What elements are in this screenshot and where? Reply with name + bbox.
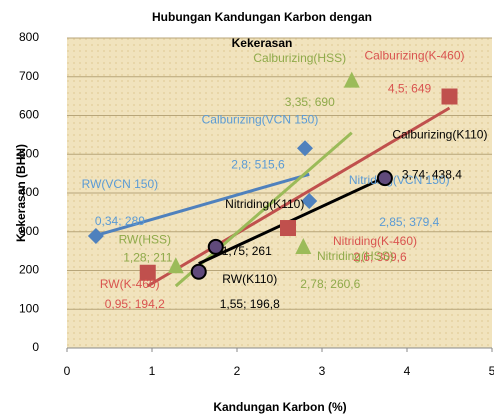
x-tick-label: 1 <box>149 364 156 378</box>
data-label: 3,35; 690 <box>285 95 335 109</box>
marker <box>280 220 296 237</box>
chart-title: Kekerasan <box>232 36 293 50</box>
x-axis-title: Kandungan Karbon (%) <box>213 400 346 414</box>
x-tick-label: 3 <box>319 364 326 378</box>
y-tick-label: 700 <box>19 69 39 83</box>
point-label: Nitriding(VCN 150) <box>349 173 450 187</box>
point-label: RW(HSS) <box>119 232 171 246</box>
y-axis-title: Kekerasan (BHN) <box>14 144 28 242</box>
marker <box>139 264 156 281</box>
marker <box>376 170 393 187</box>
chart-title-line: Hubungan Kandungan Karbon dengan <box>152 10 372 24</box>
y-tick-label: 800 <box>19 30 39 44</box>
point-label: Calburizing(VCN 150) <box>202 112 319 126</box>
chart-title: Hubungan Kandungan Karbon dengan <box>152 10 372 24</box>
point-label: Calburizing(K110) <box>392 127 487 141</box>
x-tick-label: 2 <box>234 364 241 378</box>
y-tick-label: 400 <box>19 185 39 199</box>
trendline <box>95 172 310 237</box>
data-label: 0,34; 289 <box>95 214 145 228</box>
point-label: Calburizing(K-460) <box>364 49 464 63</box>
data-label: 4,5; 649 <box>388 82 432 96</box>
data-label: 2,6; 309,6 <box>353 250 407 264</box>
point-label: Nitriding(K-460) <box>333 234 417 248</box>
point-label: Calburizing(HSS) <box>253 51 346 65</box>
marker <box>167 257 184 274</box>
chart-title-line: Kekerasan <box>232 36 293 50</box>
data-label: 3,74; 438,4 <box>402 167 462 181</box>
point-label: RW(K-460) <box>100 277 160 291</box>
data-label: 1,75; 261 <box>222 244 272 258</box>
y-tick-label: 500 <box>19 146 39 160</box>
marker <box>301 192 318 209</box>
marker <box>343 71 360 88</box>
data-label: 2,85; 379,4 <box>379 215 439 229</box>
y-tick-label: 0 <box>32 340 39 354</box>
data-label: 1,28; 211 <box>123 250 172 264</box>
x-tick-label: 0 <box>64 364 71 378</box>
x-tick-label: 4 <box>404 364 411 378</box>
data-label: 2,8; 515,6 <box>231 157 285 171</box>
marker <box>190 263 207 280</box>
point-label: Nitriding(HSS) <box>317 249 394 263</box>
data-label: 1,55; 196,8 <box>220 297 280 311</box>
marker <box>207 238 224 255</box>
y-tick-label: 300 <box>19 224 39 238</box>
y-tick-label: 100 <box>19 301 39 315</box>
marker <box>297 140 313 157</box>
y-tick-label: 200 <box>19 263 39 277</box>
marker <box>441 88 458 105</box>
point-label: RW(VCN 150) <box>82 177 158 191</box>
point-label: RW(K110) <box>222 272 277 286</box>
y-tick-label: 600 <box>19 108 39 122</box>
x-tick-label: 5 <box>489 364 494 378</box>
trendline <box>146 106 451 288</box>
data-label: 0,95; 194,2 <box>105 297 165 311</box>
point-label: Nitriding(K110) <box>225 197 304 211</box>
marker <box>295 238 312 255</box>
marker <box>87 228 104 245</box>
data-label: 2,78; 260,6 <box>300 277 360 291</box>
